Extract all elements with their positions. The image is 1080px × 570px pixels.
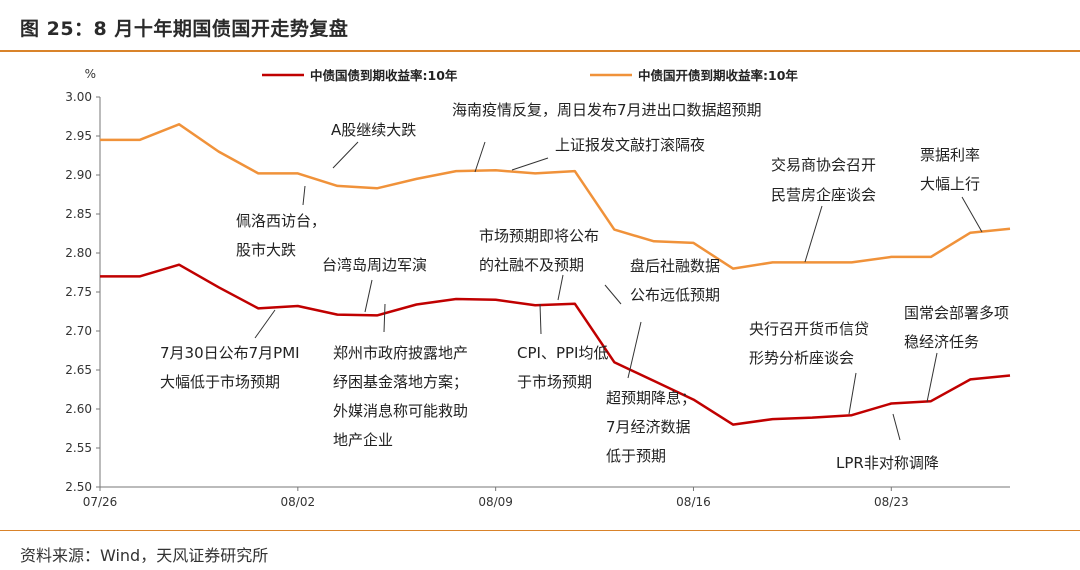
y-tick-label: 2.75 bbox=[65, 285, 92, 299]
annotation-text: 超预期降息； bbox=[606, 389, 696, 407]
annotation-text: 上证报发文敲打滚隔夜 bbox=[555, 136, 705, 154]
annotation-text: 股市大跌 bbox=[236, 241, 296, 259]
annotation-leader-line bbox=[804, 205, 823, 263]
chart-legend: 中债国债到期收益率:10年 中债国开债到期收益率:10年 bbox=[262, 68, 798, 83]
annotation-text: LPR非对称调降 bbox=[836, 454, 939, 472]
annotation-leader-line bbox=[539, 303, 542, 335]
annotation-text: 大幅上行 bbox=[920, 175, 980, 193]
annotation-text: 形势分析座谈会 bbox=[749, 349, 854, 367]
annotation-leader-line bbox=[511, 157, 549, 171]
annotation-text: 海南疫情反复，周日发布7月进出口数据超预期 bbox=[452, 101, 762, 119]
annotation-leader-line bbox=[364, 279, 373, 313]
annotation-text: 7月经济数据 bbox=[606, 418, 691, 436]
annotation-labels: A股继续大跌 海南疫情反复，周日发布7月进出口数据超预期上证报发文敲打滚隔夜交易商… bbox=[160, 101, 1009, 472]
annotation-text: 国常会部署多项 bbox=[904, 304, 1009, 322]
annotation-text: 大幅低于市场预期 bbox=[160, 373, 280, 391]
annotation-leader-line bbox=[961, 196, 983, 233]
figure-title: 图 25：8 月十年期国债国开走势复盘 bbox=[20, 18, 349, 40]
y-tick-label: 2.60 bbox=[65, 402, 92, 416]
annotation-text: CPI、PPI均低 bbox=[517, 344, 608, 362]
x-tick-label: 08/09 bbox=[478, 495, 513, 509]
annotation-text: 纾困基金落地方案； bbox=[333, 373, 468, 391]
annotation-leader-line bbox=[926, 352, 938, 403]
annotation-leader-line bbox=[332, 141, 359, 169]
annotation-leader-line bbox=[302, 185, 306, 206]
annotation-text: 外媒消息称可能救助 bbox=[333, 402, 468, 420]
annotation-text: 民营房企座谈会 bbox=[771, 186, 876, 204]
annotation-text: 公布远低预期 bbox=[630, 286, 720, 304]
y-tick-label: 2.65 bbox=[65, 363, 92, 377]
annotation-text: 交易商协会召开 bbox=[771, 156, 876, 174]
annotation-leader-line bbox=[627, 321, 642, 379]
annotation-text: 央行召开货币信贷 bbox=[749, 320, 869, 338]
y-tick-label: 2.80 bbox=[65, 246, 92, 260]
annotation-text: 市场预期即将公布 bbox=[479, 227, 599, 245]
annotation-text: 地产企业 bbox=[333, 431, 393, 449]
y-tick-label: 3.00 bbox=[65, 90, 92, 104]
line-chart: % 3.00 2.95 2.90 2.85 2.80 2.75 2.70 2.65 2.60 2.5… bbox=[65, 67, 1011, 509]
y-tick-label: 2.90 bbox=[65, 168, 92, 182]
annotation-text: 稳经济任务 bbox=[904, 333, 979, 351]
annotation-leaders bbox=[254, 141, 983, 441]
annotation-leader-line bbox=[848, 372, 857, 415]
annotation-text: A股继续大跌 bbox=[331, 121, 416, 139]
source-note: 资料来源：Wind，天风证券研究所 bbox=[20, 546, 269, 565]
annotation-text: 郑州市政府披露地产 bbox=[333, 344, 468, 362]
annotation-leader-line bbox=[557, 274, 564, 301]
annotation-text: 佩洛西访台， bbox=[236, 212, 326, 230]
annotation-text: 盘后社融数据 bbox=[630, 257, 720, 275]
annotation-leader-line bbox=[474, 141, 486, 173]
chart-series bbox=[100, 123, 1011, 426]
annotation-leader-line bbox=[383, 303, 386, 333]
y-tick-label: 2.95 bbox=[65, 129, 92, 143]
x-tick-label: 07/26 bbox=[83, 495, 118, 509]
legend-label: 中债国开债到期收益率:10年 bbox=[638, 68, 798, 83]
y-unit-label: % bbox=[85, 67, 96, 81]
annotation-text: 台湾岛周边军演 bbox=[322, 256, 427, 274]
annotation-text: 的社融不及预期 bbox=[479, 256, 584, 274]
annotation-text: 7月30日公布7月PMI bbox=[160, 344, 300, 362]
annotation-text: 低于预期 bbox=[606, 447, 666, 465]
y-tick-label: 2.70 bbox=[65, 324, 92, 338]
annotation-text: 票据利率 bbox=[920, 146, 980, 164]
annotation-leader-line bbox=[254, 309, 276, 339]
y-tick-label: 2.85 bbox=[65, 207, 92, 221]
x-tick-label: 08/23 bbox=[874, 495, 909, 509]
footer-rule bbox=[0, 530, 1080, 531]
y-tick-label: 2.55 bbox=[65, 441, 92, 455]
x-tick-label: 08/16 bbox=[676, 495, 711, 509]
y-tick-label: 2.50 bbox=[65, 480, 92, 494]
series-line-cdb-bond bbox=[100, 123, 1011, 270]
annotation-text: 于市场预期 bbox=[517, 373, 592, 391]
chart-axes: % 3.00 2.95 2.90 2.85 2.80 2.75 2.70 2.65 2.60 2.5… bbox=[65, 67, 1010, 509]
annotation-leader-line bbox=[892, 413, 901, 441]
series-line-gov-bond bbox=[100, 263, 1011, 426]
x-tick-label: 08/02 bbox=[281, 495, 316, 509]
title-rule bbox=[0, 50, 1080, 52]
annotation-leader-line bbox=[604, 284, 622, 305]
legend-label: 中债国债到期收益率:10年 bbox=[310, 68, 458, 83]
